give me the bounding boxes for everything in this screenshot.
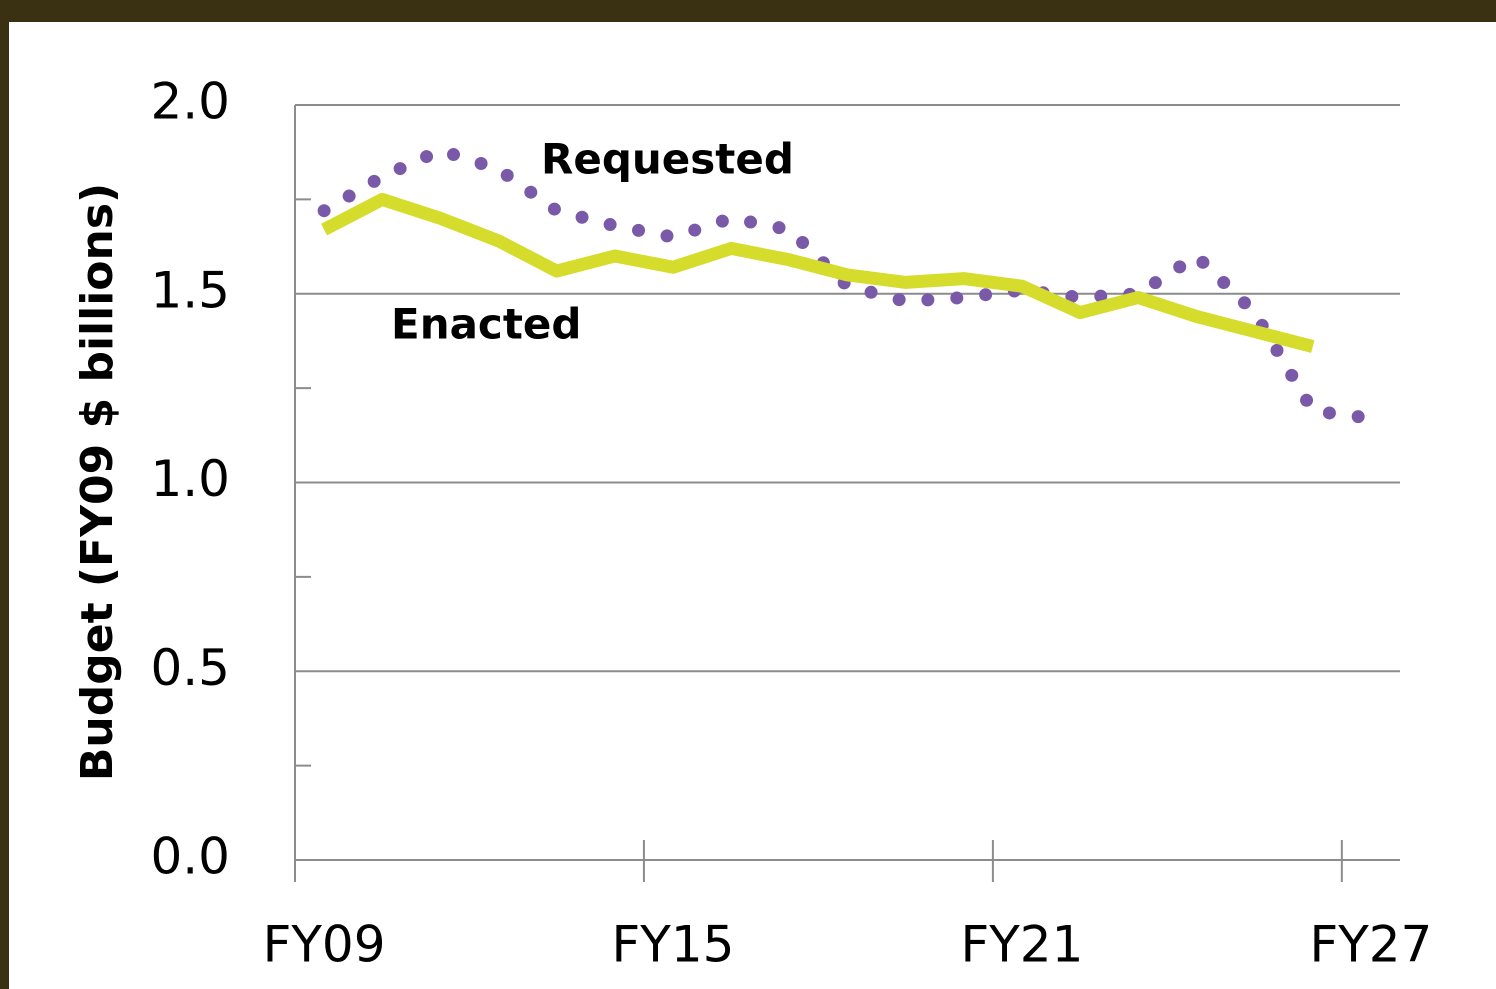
y-tick-label: 0.5 <box>150 639 230 697</box>
y-tick-label: 1.0 <box>150 450 230 508</box>
legend-label: Requested <box>541 135 794 184</box>
legend-label: Enacted <box>391 300 581 349</box>
x-tick-label: FY27 <box>1309 916 1432 974</box>
y-tick-label: 2.0 <box>150 73 230 131</box>
x-tick-label: FY09 <box>263 916 386 974</box>
y-tick-label: 1.5 <box>150 261 230 319</box>
x-tick-label: FY15 <box>612 916 735 974</box>
y-tick-label: 0.0 <box>150 828 230 886</box>
x-tick-label: FY21 <box>961 916 1084 974</box>
chart: Budget (FY09 $ billions) 0.0 0.5 1.0 1.5 2.0… <box>0 0 1496 989</box>
y-axis-label: Budget (FY09 $ billions) <box>72 183 123 781</box>
page: {"chart_data": { "type": "line", "y_labe… <box>0 0 1496 989</box>
